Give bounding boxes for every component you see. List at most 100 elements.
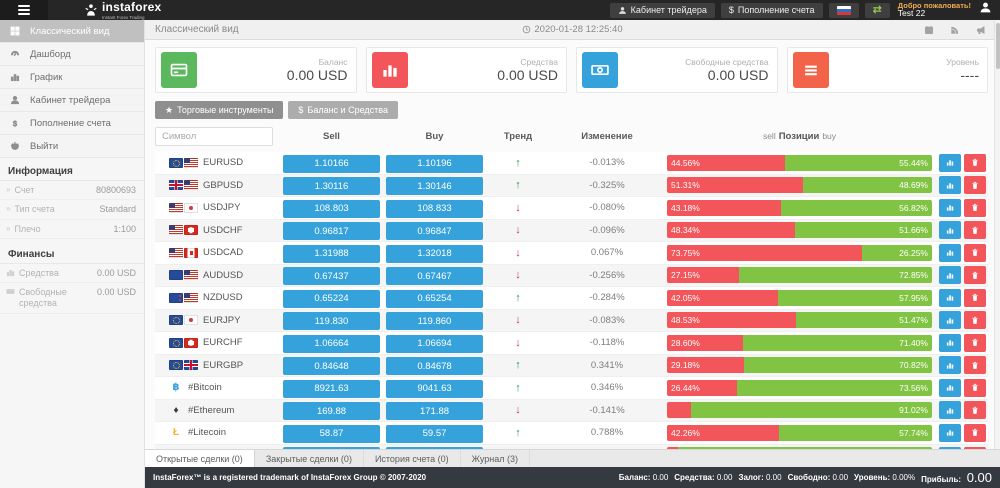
sell-price-button[interactable]: 1.10166 — [283, 154, 380, 173]
open-chart-button[interactable] — [939, 446, 961, 449]
open-chart-button[interactable] — [939, 378, 961, 397]
sell-price-button[interactable]: 58.87 — [283, 424, 380, 443]
remove-symbol-button[interactable] — [964, 153, 986, 172]
double-chevron-icon: » — [6, 223, 11, 233]
sidebar-item-chart[interactable]: График — [0, 66, 144, 89]
sell-price-button[interactable]: 1.30116 — [283, 177, 380, 195]
sell-positions-segment — [667, 402, 691, 419]
sell-price-button[interactable]: 169.88 — [283, 402, 380, 420]
trading-instruments-button[interactable]: ★ Торговые инструменты — [155, 101, 284, 119]
sell-price-button[interactable]: 1.06664 — [283, 334, 380, 353]
menu-toggle-button[interactable] — [0, 0, 48, 20]
symbol-cell: EURUSD — [155, 157, 277, 168]
buy-price-button[interactable]: 1.32018 — [386, 244, 483, 263]
sell-cell: 1.30116 — [283, 176, 380, 195]
remove-symbol-button[interactable] — [964, 333, 986, 352]
open-chart-button[interactable] — [939, 333, 961, 352]
buy-price-button[interactable]: 1.30146 — [386, 177, 483, 195]
balance-funds-button[interactable]: $ Баланс и Средства — [288, 101, 398, 119]
sell-cell: 0.67437 — [283, 266, 380, 285]
sell-price-button[interactable]: 108.803 — [283, 199, 380, 218]
sell-cell: 1.06664 — [283, 333, 380, 353]
buy-price-button[interactable] — [386, 446, 483, 449]
buy-price-button[interactable]: 108.833 — [386, 199, 483, 218]
calendar-icon[interactable] — [924, 25, 934, 35]
remove-symbol-button[interactable] — [964, 356, 986, 375]
sell-positions-segment: 28.60% — [667, 334, 743, 351]
megaphone-icon[interactable] — [976, 25, 986, 35]
remove-symbol-button[interactable] — [964, 401, 986, 420]
sidebar-item-deposit[interactable]: $ Пополнение счета — [0, 112, 144, 135]
scrollbar-thumb[interactable] — [995, 23, 1000, 69]
open-chart-button[interactable] — [939, 288, 961, 307]
remove-symbol-button[interactable] — [964, 288, 986, 307]
buy-price-button[interactable]: 59.57 — [386, 424, 483, 443]
open-chart-button[interactable] — [939, 423, 961, 442]
open-chart-button[interactable] — [939, 221, 961, 240]
sell-price-button[interactable]: 8921.63 — [283, 379, 380, 398]
buy-price-button[interactable]: 0.84678 — [386, 357, 483, 375]
deposit-label: Пополнение счета — [737, 5, 815, 15]
remove-symbol-button[interactable] — [964, 311, 986, 330]
remove-symbol-button[interactable] — [964, 423, 986, 442]
buy-price-button[interactable]: 9041.63 — [386, 379, 483, 398]
tab-account-history[interactable]: История счета (0) — [364, 450, 461, 467]
open-chart-button[interactable] — [939, 176, 961, 195]
rss-icon[interactable] — [950, 25, 960, 35]
remove-symbol-button[interactable] — [964, 243, 986, 262]
brand-logo[interactable]: instaforex Instant Forex Trading — [84, 0, 161, 20]
buy-price-button[interactable]: 0.96847 — [386, 222, 483, 240]
open-chart-button[interactable] — [939, 311, 961, 330]
currency-flags — [169, 157, 198, 168]
sell-price-button[interactable]: 0.84648 — [283, 357, 380, 375]
buy-price-button[interactable]: 1.06694 — [386, 334, 483, 353]
trend-cell: ↓ — [489, 247, 547, 259]
user-avatar-icon[interactable] — [979, 1, 992, 19]
sell-price-button[interactable]: 1.31988 — [283, 244, 380, 263]
open-chart-button[interactable] — [939, 356, 961, 375]
tab-closed-trades[interactable]: Закрытые сделки (0) — [255, 450, 364, 467]
sidebar-item-trader-cabinet[interactable]: Кабинет трейдера — [0, 89, 144, 112]
sell-price-button[interactable]: 119.830 — [283, 312, 380, 330]
exchange-button[interactable]: ⇄ — [864, 2, 890, 18]
remove-symbol-button[interactable] — [964, 176, 986, 195]
sell-price-button[interactable]: 0.96817 — [283, 222, 380, 240]
open-chart-button[interactable] — [939, 401, 961, 420]
buy-cell: 0.96847 — [386, 221, 483, 240]
remove-symbol-button[interactable] — [964, 446, 986, 449]
eu-flag-icon — [169, 360, 183, 371]
remove-symbol-button[interactable] — [964, 378, 986, 397]
symbol-search-input[interactable] — [155, 127, 273, 146]
remove-symbol-button[interactable] — [964, 221, 986, 240]
open-chart-button[interactable] — [939, 243, 961, 262]
tab-open-trades[interactable]: Открытые сделки (0) — [145, 450, 255, 467]
sell-price-button[interactable]: 0.65224 — [283, 289, 380, 308]
currency-flags — [169, 292, 198, 303]
buy-price-button[interactable]: 0.67467 — [386, 267, 483, 285]
buy-price-button[interactable]: 1.10196 — [386, 154, 483, 173]
sidebar-item-classic-view[interactable]: Классический вид — [0, 20, 144, 43]
sell-price-button[interactable]: 0.67437 — [283, 267, 380, 285]
deposit-button[interactable]: $ Пополнение счета — [720, 2, 823, 18]
symbol-name: USDCAD — [203, 247, 244, 259]
language-flag-button[interactable] — [828, 2, 859, 18]
column-header-buy: Buy — [425, 130, 444, 142]
change-value: 0.788% — [590, 427, 624, 439]
sell-price-button[interactable] — [283, 446, 380, 449]
open-chart-button[interactable] — [939, 198, 961, 217]
buy-price-button[interactable]: 119.860 — [386, 312, 483, 330]
buy-price-button[interactable]: 171.88 — [386, 402, 483, 420]
topbar-actions: Кабинет трейдера $ Пополнение счета ⇄ До… — [609, 0, 1000, 20]
buy-price-button[interactable]: 0.65254 — [386, 289, 483, 308]
remove-symbol-button[interactable] — [964, 198, 986, 217]
tab-journal[interactable]: Журнал (3) — [461, 450, 531, 467]
vertical-scrollbar[interactable] — [994, 20, 1000, 449]
trader-cabinet-button[interactable]: Кабинет трейдера — [609, 2, 715, 18]
sidebar-item-logout[interactable]: Выйти — [0, 135, 144, 158]
toolbar: ★ Торговые инструменты $ Баланс и Средст… — [155, 101, 988, 119]
open-chart-button[interactable] — [939, 266, 961, 285]
open-chart-button[interactable] — [939, 153, 961, 172]
sell-cell: 1.10166 — [283, 153, 380, 173]
sidebar-item-dashboard[interactable]: Дашборд — [0, 43, 144, 66]
remove-symbol-button[interactable] — [964, 266, 986, 285]
